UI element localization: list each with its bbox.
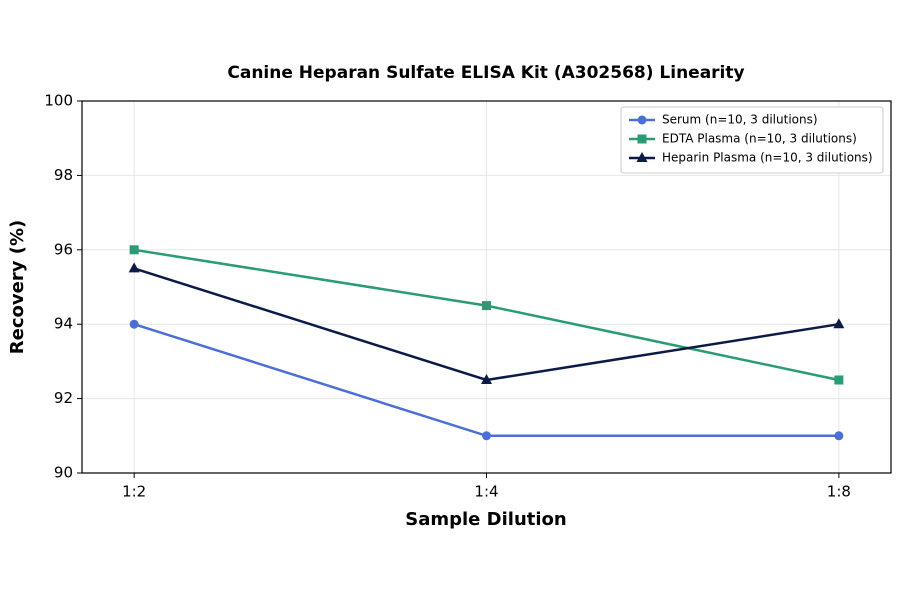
legend-label: EDTA Plasma (n=10, 3 dilutions) [662,132,857,146]
data-point [834,431,844,441]
data-point [833,318,845,329]
plot-frame [81,100,892,474]
x-tick-label: 1:4 [474,483,498,501]
legend-marker [637,115,647,125]
data-point [482,301,491,311]
y-tick-label: 100 [44,92,73,110]
legend-box [620,106,884,174]
x-axis-label: Sample Dilution [405,509,566,530]
data-point [481,374,492,384]
data-point [129,319,139,329]
x-tick-label: 1:2 [122,483,146,501]
y-tick-label: 96 [54,240,73,258]
y-tick-label: 92 [54,389,73,407]
data-point [128,262,140,273]
legend-marker [637,134,647,144]
y-tick-label: 98 [54,166,73,184]
data-point [482,431,491,441]
chart-title: Canine Heparan Sulfate ELISA Kit (A30256… [227,63,744,83]
x-tick-label: 1:8 [827,483,851,501]
legend-label: Serum (n=10, 3 dilutions) [662,113,818,127]
y-tick-label: 90 [54,464,73,482]
legend: Serum (n=10, 3 dilutions) EDTA Plasma (n=… [620,106,884,174]
data-point [834,375,844,385]
legend-label: Heparin Plasma (n=10, 3 dilutions) [662,151,873,165]
y-tick-label: 94 [54,315,73,333]
legend-marker [636,152,648,162]
data-point [129,245,139,255]
y-axis-label: Recovery (%) [7,220,28,354]
